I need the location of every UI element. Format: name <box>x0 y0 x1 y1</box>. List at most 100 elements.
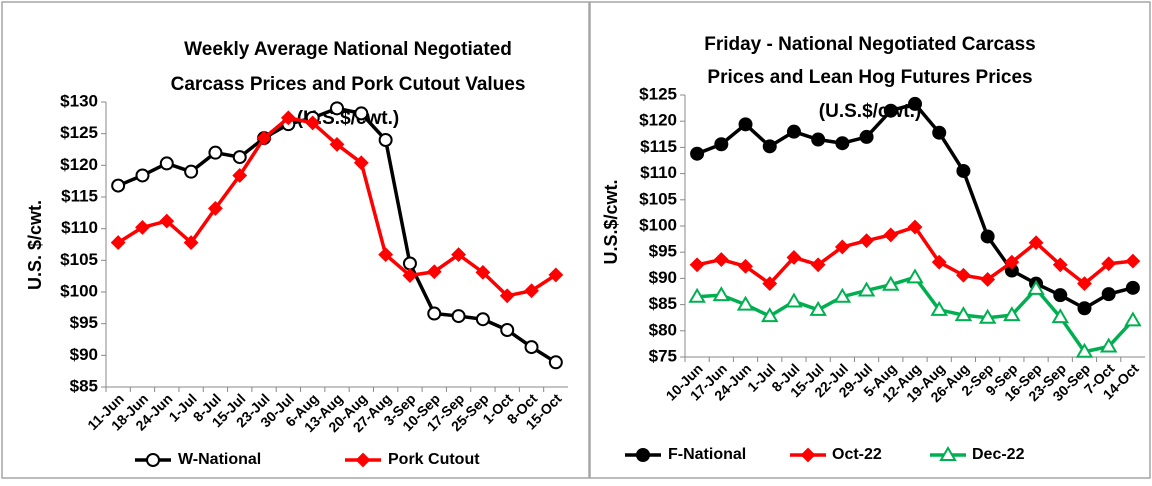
marker <box>738 258 753 274</box>
y-tick-label: $125 <box>60 123 98 142</box>
legend-label: Oct-22 <box>832 446 882 463</box>
chart-title: Carcass Prices and Pork Cutout Values <box>171 74 526 95</box>
marker <box>232 150 247 165</box>
marker <box>883 227 899 243</box>
marker <box>402 256 417 271</box>
legend-marker <box>355 452 371 468</box>
marker <box>475 312 490 327</box>
marker <box>1099 337 1118 353</box>
marker <box>1101 256 1117 272</box>
y-tick-label: $95 <box>70 313 98 332</box>
y-tick-label: $105 <box>639 189 677 208</box>
marker <box>159 156 174 171</box>
marker <box>500 323 515 337</box>
marker <box>524 283 539 299</box>
marker <box>809 300 827 316</box>
marker <box>833 287 852 303</box>
y-tick-label: $115 <box>61 186 98 205</box>
marker <box>883 103 898 118</box>
chart-title: (U.S.$/cwt.) <box>819 101 921 122</box>
legend-marker <box>800 447 816 463</box>
marker <box>786 250 802 265</box>
marker <box>1077 276 1092 292</box>
marker <box>907 219 923 235</box>
marker <box>713 252 729 267</box>
marker <box>736 295 755 311</box>
legend-marker <box>939 446 957 461</box>
y-tick-label: $85 <box>70 376 98 395</box>
marker <box>184 164 199 179</box>
series-line <box>696 275 1135 354</box>
marker <box>451 309 466 324</box>
y-tick-label: $100 <box>639 215 677 234</box>
marker <box>762 276 778 292</box>
y-tick-label: $80 <box>649 320 677 339</box>
y-tick-label: $110 <box>640 163 677 182</box>
y-tick-label: $95 <box>649 242 677 261</box>
marker <box>499 288 515 304</box>
y-tick-label: $125 <box>639 84 677 103</box>
marker <box>932 125 947 140</box>
marker <box>980 272 996 287</box>
marker <box>548 355 563 370</box>
marker <box>834 239 850 255</box>
y-axis-title: U.S. $/cwt. <box>25 200 45 290</box>
marker <box>1027 279 1045 295</box>
marker <box>135 168 150 183</box>
marker <box>475 264 491 280</box>
marker <box>426 264 442 280</box>
marker <box>256 130 272 146</box>
marker <box>208 145 223 160</box>
marker <box>760 307 779 323</box>
marker <box>1101 287 1116 302</box>
marker <box>810 257 826 273</box>
marker <box>305 115 321 131</box>
marker <box>1052 257 1068 273</box>
y-tick-label: $90 <box>649 268 677 287</box>
marker <box>353 155 369 171</box>
panel-frame <box>589 1 1151 479</box>
marker <box>378 133 393 147</box>
chart-title: Weekly Average National Negotiated <box>184 39 512 60</box>
marker <box>280 110 296 126</box>
marker <box>1124 311 1142 327</box>
marker <box>1125 280 1140 295</box>
marker <box>786 124 801 139</box>
marker <box>1004 254 1020 270</box>
marker <box>548 267 564 283</box>
marker <box>427 306 442 321</box>
marker <box>738 117 753 132</box>
marker <box>1053 288 1068 303</box>
y-tick-label: $130 <box>60 91 98 110</box>
marker <box>956 163 971 178</box>
y-tick-label: $90 <box>70 345 98 364</box>
marker <box>451 247 466 263</box>
chart-title: Friday - National Negotiated Carcass <box>704 34 1036 55</box>
panel-frame <box>1 1 590 479</box>
chart-title: Prices and Lean Hog Futures Prices <box>707 67 1032 88</box>
marker <box>329 137 345 152</box>
marker <box>882 275 900 291</box>
y-tick-label: $115 <box>640 137 677 156</box>
marker <box>1051 308 1070 324</box>
marker <box>111 178 126 193</box>
marker <box>930 300 948 316</box>
marker <box>159 213 175 229</box>
legend-label: F-National <box>668 446 746 463</box>
legend-marker <box>636 448 650 462</box>
marker <box>835 136 850 151</box>
marker <box>183 235 199 251</box>
legend-label: Pork Cutout <box>388 451 480 468</box>
marker <box>980 229 995 244</box>
marker <box>956 267 971 283</box>
marker <box>354 106 369 121</box>
y-tick-label: $120 <box>639 111 677 130</box>
marker <box>208 200 223 216</box>
marker <box>931 254 947 270</box>
marker <box>688 287 706 303</box>
marker <box>1003 306 1021 322</box>
y-tick-label: $85 <box>649 294 677 313</box>
marker <box>1028 235 1044 251</box>
legend-label: W-National <box>178 451 261 468</box>
